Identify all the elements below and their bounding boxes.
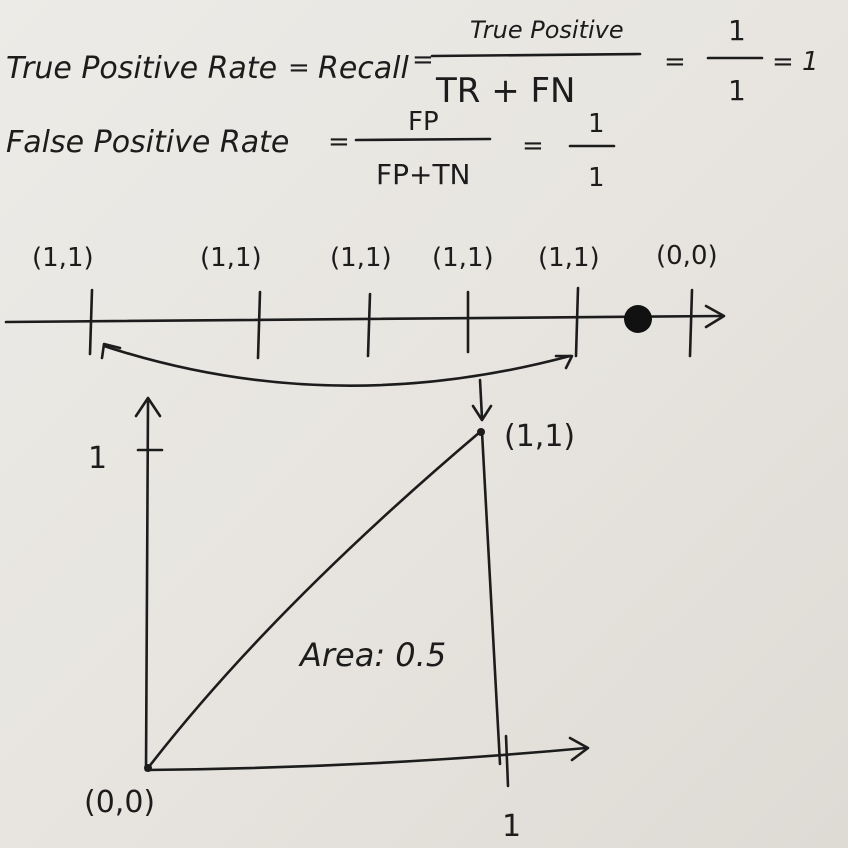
roc-top-point-label: (1,1): [504, 419, 575, 454]
number-line-arrowhead: [704, 304, 726, 329]
tpr-num-one: 1: [728, 14, 746, 47]
roc-y-axis: [144, 400, 150, 772]
fpr-den-one: 1: [588, 163, 605, 193]
roc-origin-label: (0,0): [84, 785, 155, 820]
number-line-tick: [688, 288, 694, 358]
number-line-tick: [256, 290, 262, 360]
threshold-point-label: (1,1): [538, 243, 600, 273]
range-arc: [102, 344, 572, 387]
roc-curve: [146, 430, 482, 770]
tpr-equals-2: =: [412, 45, 434, 75]
roc-y-tick-label: 1: [88, 441, 107, 476]
threshold-point-label: (0,0): [656, 241, 718, 271]
roc-x-arrowhead: [568, 736, 590, 762]
fpr-fraction-bar: [354, 137, 492, 142]
fpr-num-one: 1: [588, 109, 605, 139]
tpr-label: True Positive Rate: [6, 51, 277, 86]
fpr-equals-1: =: [328, 127, 350, 157]
threshold-point-label: (1,1): [432, 243, 494, 273]
number-line-tick: [366, 292, 372, 358]
fpr-numerator: FP: [408, 107, 439, 137]
number-line-tick: [574, 286, 580, 358]
arc-arrowhead-left: [100, 342, 122, 360]
tpr-equals-1: =: [288, 53, 310, 83]
roc-top-point: [477, 428, 485, 436]
tpr-equals-one: = 1: [772, 47, 819, 77]
number-line-axis: [4, 314, 724, 324]
tpr-denominator: TR + FN: [435, 71, 576, 111]
number-line-tick: [88, 288, 94, 356]
current-threshold-dot: [624, 305, 652, 333]
arc-arrowhead-right: [554, 354, 574, 370]
fpr-equals-2: =: [522, 131, 544, 161]
tpr-numerator: True Positive: [470, 16, 624, 44]
tpr-equals-3: =: [664, 47, 686, 77]
roc-origin-point: [144, 764, 152, 772]
threshold-point-label: (1,1): [330, 243, 392, 273]
roc-right-boundary: [480, 430, 502, 766]
pointer-arrow: [478, 378, 484, 420]
tpr-den-one: 1: [728, 74, 746, 107]
pointer-arrowhead: [471, 404, 493, 422]
roc-y-arrowhead: [134, 396, 162, 418]
roc-x-tick: [504, 734, 510, 788]
threshold-point-label: (1,1): [32, 243, 94, 273]
fpr-label: False Positive Rate: [6, 125, 289, 160]
roc-area-label: Area: 0.5: [298, 636, 446, 674]
threshold-point-label: (1,1): [200, 243, 262, 273]
roc-x-tick-label: 1: [502, 809, 521, 844]
roc-x-axis: [144, 746, 588, 772]
recall-label: Recall: [318, 51, 410, 86]
fpr-denominator: FP+TN: [376, 158, 471, 191]
tpr-fraction-bar: [430, 52, 642, 58]
